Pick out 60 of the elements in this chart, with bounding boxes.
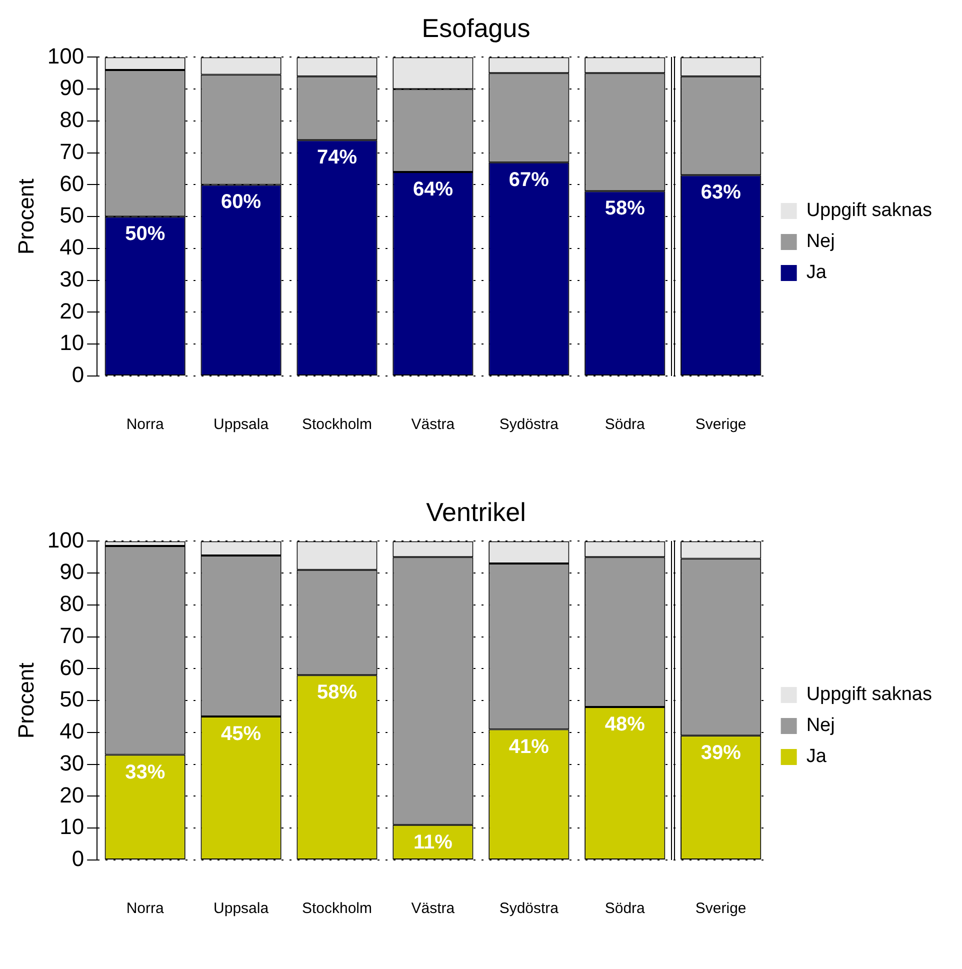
y-tick-label: 40: [60, 718, 84, 744]
y-axis-title: Procent: [13, 662, 38, 739]
legend-label: Nej: [806, 715, 835, 736]
x-tick-label: Uppsala: [214, 416, 270, 434]
x-tick-label: Södra: [604, 416, 646, 434]
y-tick-label: 20: [60, 298, 84, 324]
x-tick-label: Sverige: [695, 900, 746, 918]
data-label: 60%: [221, 191, 262, 214]
data-label: 67%: [508, 168, 550, 191]
y-tick-label: 80: [60, 591, 84, 616]
y-tick-label: 90: [60, 75, 84, 100]
x-tick-label: Sverige: [695, 416, 746, 434]
x-tick-label: Stockholm: [302, 416, 372, 434]
data-label: 41%: [508, 736, 550, 758]
y-tick-label: 30: [60, 750, 84, 776]
x-tick-label: Norra: [126, 416, 164, 434]
legend-label: Uppgift saknas: [806, 684, 932, 706]
y-tick-label: 60: [60, 654, 84, 680]
y-tick-label: 100: [47, 527, 84, 552]
y-tick-label: 20: [60, 782, 84, 808]
data-label: 63%: [700, 182, 742, 204]
y-tick-label: 40: [60, 234, 84, 260]
data-label: 33%: [125, 761, 166, 784]
legend-label: Uppgift saknas: [806, 200, 932, 222]
data-label: 64%: [412, 178, 454, 200]
y-tick-label: 30: [60, 266, 84, 292]
x-tick-label: Västra: [411, 900, 456, 918]
x-tick-label: Uppsala: [214, 900, 270, 918]
y-tick-label: 50: [60, 686, 84, 712]
x-tick-label: Sydöstra: [499, 416, 560, 434]
y-tick-label: 60: [60, 170, 84, 196]
y-tick-label: 50: [60, 202, 84, 228]
data-label: 48%: [604, 713, 646, 736]
y-tick-label: 70: [60, 138, 84, 164]
x-tick-label: Stockholm: [302, 900, 372, 918]
legend-label: Ja: [806, 746, 827, 768]
data-label: 58%: [604, 198, 646, 220]
y-tick-label: 100: [47, 43, 84, 68]
y-tick-label: 0: [72, 846, 84, 872]
y-axis-title: Procent: [13, 178, 38, 255]
x-tick-label: Södra: [604, 900, 646, 918]
y-tick-label: 10: [60, 814, 84, 840]
chart-title: Esofagus: [422, 12, 530, 43]
data-label: 58%: [316, 682, 358, 704]
legend-label: Nej: [806, 231, 835, 252]
y-tick-label: 80: [60, 107, 84, 132]
x-tick-label: Norra: [126, 900, 164, 918]
data-label: 74%: [316, 146, 358, 169]
x-tick-label: Sydöstra: [499, 900, 560, 918]
y-tick-label: 70: [60, 622, 84, 648]
chart-title: Ventrikel: [426, 496, 526, 527]
data-label: 11%: [413, 831, 453, 854]
x-tick-label: Västra: [411, 416, 456, 434]
data-label: 50%: [125, 223, 166, 246]
y-tick-label: 0: [72, 362, 84, 388]
data-label: 45%: [221, 723, 262, 746]
data-label: 39%: [700, 742, 742, 764]
legend-label: Ja: [806, 262, 827, 284]
y-tick-label: 10: [60, 330, 84, 356]
y-tick-label: 90: [60, 559, 84, 584]
